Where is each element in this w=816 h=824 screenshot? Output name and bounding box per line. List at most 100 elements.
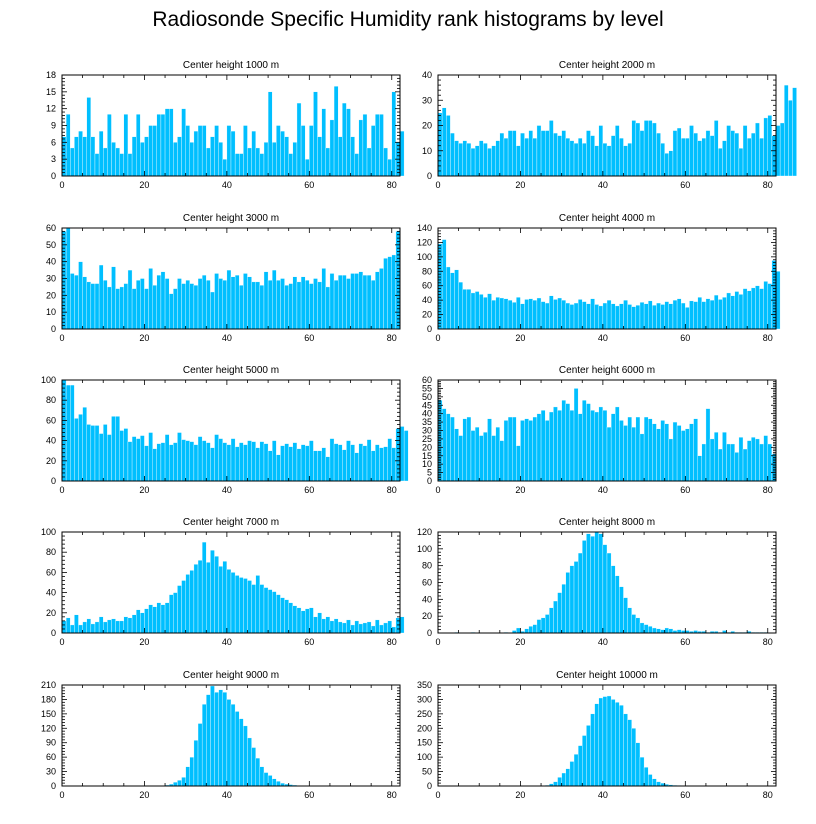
y-tick-label: 80 xyxy=(422,266,432,276)
histogram-bar xyxy=(544,302,550,330)
histogram-bar xyxy=(437,112,443,177)
histogram-bar xyxy=(606,145,612,177)
histogram-bar xyxy=(123,283,129,330)
histogram-bar xyxy=(652,627,657,634)
histogram-bar xyxy=(577,299,583,330)
histogram-bar xyxy=(230,276,236,330)
histogram-bar xyxy=(123,114,129,177)
x-tick-label: 20 xyxy=(139,333,149,343)
y-tick-label: 5 xyxy=(427,468,432,478)
histogram-bar xyxy=(524,628,529,634)
histogram-bar xyxy=(759,443,764,482)
histogram-bar xyxy=(623,299,628,330)
histogram-bar xyxy=(751,287,756,330)
histogram-bar xyxy=(375,114,380,177)
histogram-bar xyxy=(582,540,587,634)
histogram-bar xyxy=(103,147,108,177)
histogram-bar xyxy=(193,285,199,330)
histogram-bar xyxy=(660,420,665,482)
histogram-panel-3: Center height 3000 m 0 20 40 60 80 0 10 20 30 40 50… xyxy=(46,213,401,343)
histogram-bar xyxy=(602,302,608,330)
histogram-bar xyxy=(111,618,116,634)
x-tick-label: 40 xyxy=(222,637,232,647)
histogram-bar xyxy=(251,584,256,634)
histogram-bar xyxy=(94,283,100,330)
histogram-bar xyxy=(755,122,760,177)
histogram-bar xyxy=(86,97,92,177)
histogram-bar xyxy=(313,91,318,177)
histogram-bar xyxy=(705,298,711,330)
histogram-bar xyxy=(544,420,550,482)
histogram-bar xyxy=(631,728,637,787)
histogram-bar xyxy=(516,445,521,482)
histogram-bar xyxy=(177,585,182,634)
histogram-bar xyxy=(296,281,302,330)
histogram-bar xyxy=(70,624,75,634)
histogram-bar xyxy=(375,271,380,330)
x-tick-label: 0 xyxy=(435,637,440,647)
histogram-bar xyxy=(648,300,653,330)
histogram-bar xyxy=(65,617,71,634)
histogram-bar xyxy=(136,438,141,482)
y-tick-label: 40 xyxy=(46,436,56,446)
histogram-bar xyxy=(366,621,372,634)
histogram-bar xyxy=(313,616,318,634)
histogram-bar xyxy=(103,424,108,482)
histogram-bar xyxy=(689,125,694,177)
histogram-bar xyxy=(668,628,674,634)
histogram-bar xyxy=(441,239,447,330)
histogram-bar xyxy=(685,307,690,330)
histogram-bar xyxy=(206,442,211,482)
histogram-bar xyxy=(152,606,157,634)
histogram-bar xyxy=(623,713,628,787)
histogram-bar xyxy=(652,305,657,330)
histogram-bar xyxy=(131,136,137,177)
histogram-bar xyxy=(119,620,125,634)
histogram-bar xyxy=(222,561,228,634)
x-tick-label: 80 xyxy=(763,180,773,190)
histogram-bar xyxy=(325,456,331,482)
histogram-bar xyxy=(136,609,141,634)
histogram-bar xyxy=(615,575,620,634)
histogram-bar xyxy=(366,147,372,177)
histogram-bar xyxy=(284,136,289,177)
histogram-bar xyxy=(267,91,273,177)
histogram-bar xyxy=(734,132,740,177)
histogram-bar xyxy=(713,120,719,177)
histogram-bar xyxy=(267,280,273,330)
histogram-bar xyxy=(598,406,604,482)
y-tick-label: 40 xyxy=(46,588,56,598)
histogram-bar xyxy=(582,143,587,177)
histogram-bar xyxy=(495,426,501,482)
histogram-bar xyxy=(214,556,219,634)
histogram-bar xyxy=(751,132,756,177)
histogram-bar xyxy=(713,432,719,482)
histogram-bar xyxy=(590,135,595,177)
histogram-bar xyxy=(144,445,149,482)
histogram-bar xyxy=(214,273,219,330)
histogram-bar xyxy=(569,304,575,330)
histogram-bar xyxy=(730,295,735,330)
histogram-bar xyxy=(751,437,756,482)
histogram-bar xyxy=(280,278,285,330)
y-tick-label: 250 xyxy=(417,709,432,719)
histogram-bar xyxy=(210,685,215,787)
histogram-bar xyxy=(746,440,752,482)
histogram-bar xyxy=(573,561,579,634)
histogram-bar xyxy=(276,280,281,330)
histogram-bar xyxy=(70,273,75,330)
histogram-bar xyxy=(697,297,702,330)
histogram-bar xyxy=(693,132,698,177)
histogram-bar xyxy=(553,600,558,634)
histogram-bar xyxy=(218,438,223,482)
histogram-bar xyxy=(569,140,575,177)
histogram-panel-2: Center height 2000 m 0 20 40 60 80 0 10 20 30 40 xyxy=(422,60,797,190)
histogram-bar xyxy=(466,143,472,177)
histogram-bar xyxy=(300,276,306,330)
histogram-bar xyxy=(234,153,240,177)
histogram-bar xyxy=(557,592,562,634)
histogram-panel-10: Center height 10000 m 0 20 40 60 80 0 50 100 150 2… xyxy=(417,670,777,800)
histogram-bar xyxy=(284,285,289,330)
y-tick-label: 35 xyxy=(422,417,432,427)
histogram-panel-6: Center height 6000 m0 20 40 60 8005101520253… xyxy=(422,365,777,495)
